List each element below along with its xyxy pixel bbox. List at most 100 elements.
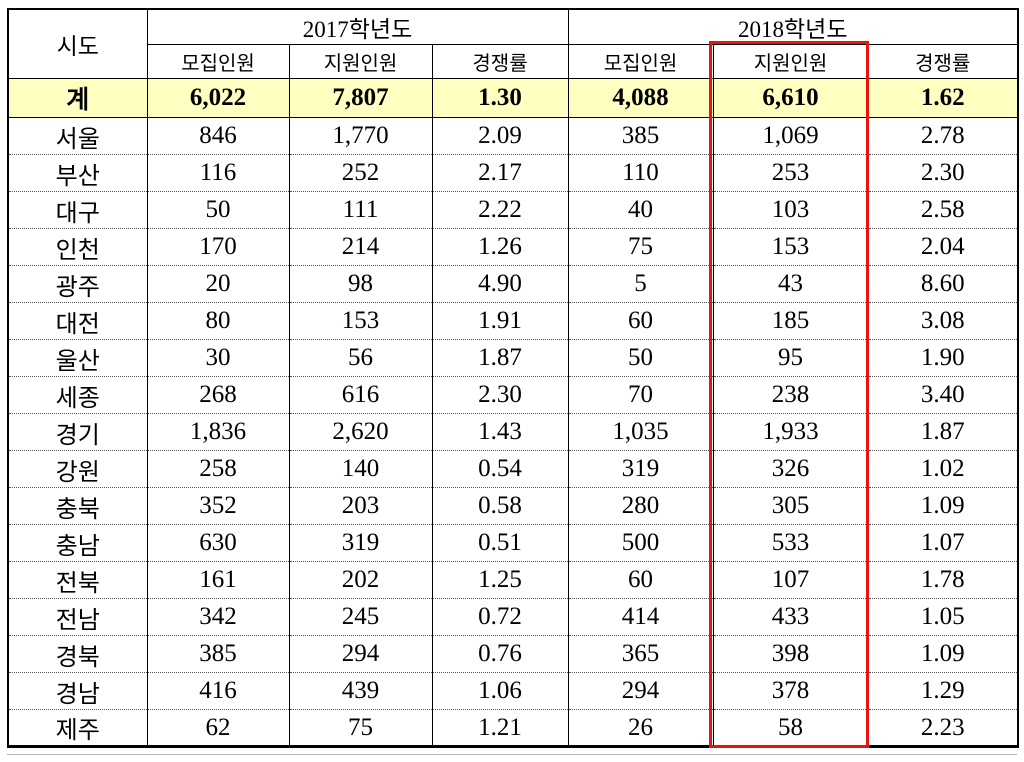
column-header-recruit-2018: 모집인원 [567, 44, 714, 79]
value-cell: 1,035 [567, 413, 714, 451]
value-cell: 352 [146, 487, 290, 525]
region-cell: 전북 [7, 561, 148, 599]
value-cell: 0.58 [431, 487, 569, 525]
total-row-label: 계 [7, 78, 148, 118]
region-cell: 대전 [7, 302, 148, 340]
value-cell: 846 [146, 117, 290, 155]
value-cell: 3.08 [867, 302, 1019, 340]
region-cell: 경남 [7, 672, 148, 710]
value-cell: 203 [288, 487, 433, 525]
value-cell: 26 [567, 709, 714, 747]
column-group-2017: 2017학년도 [146, 8, 569, 45]
value-cell: 1.21 [431, 709, 569, 747]
table-row: 충북 352 203 0.58 280 305 1.09 [7, 487, 1019, 525]
value-cell: 1.30 [431, 78, 569, 118]
value-cell: 294 [288, 635, 433, 673]
value-cell: 0.51 [431, 524, 569, 562]
region-cell: 충남 [7, 524, 148, 562]
region-cell: 제주 [7, 709, 148, 747]
table-row: 경북 385 294 0.76 365 398 1.09 [7, 635, 1019, 673]
value-cell: 116 [146, 154, 290, 192]
value-cell: 1.07 [867, 524, 1019, 562]
table-row: 부산 116 252 2.17 110 253 2.30 [7, 154, 1019, 192]
table-row: 충남 630 319 0.51 500 533 1.07 [7, 524, 1019, 562]
value-cell: 2.23 [867, 709, 1019, 747]
table-bottom-hairline [7, 754, 1017, 755]
value-cell: 4,088 [567, 78, 714, 118]
region-cell: 광주 [7, 265, 148, 303]
value-cell: 253 [712, 154, 869, 192]
table-body: 계 6,022 7,807 1.30 4,088 6,610 1.62 서울 846 1,770 2… [7, 78, 1019, 747]
table-row: 경남 416 439 1.06 294 378 1.29 [7, 672, 1019, 710]
value-cell: 252 [288, 154, 433, 192]
value-cell: 319 [288, 524, 433, 562]
value-cell: 1.25 [431, 561, 569, 599]
value-cell: 140 [288, 450, 433, 488]
column-header-recruit-2017: 모집인원 [146, 44, 290, 79]
value-cell: 2.30 [867, 154, 1019, 192]
region-cell: 인천 [7, 228, 148, 266]
column-header-rate-2018: 경쟁률 [867, 44, 1019, 79]
value-cell: 385 [146, 635, 290, 673]
value-cell: 110 [567, 154, 714, 192]
value-cell: 439 [288, 672, 433, 710]
value-cell: 7,807 [288, 78, 433, 118]
value-cell: 111 [288, 191, 433, 229]
value-cell: 365 [567, 635, 714, 673]
value-cell: 2.30 [431, 376, 569, 414]
value-cell: 616 [288, 376, 433, 414]
value-cell: 294 [567, 672, 714, 710]
column-header-applicants-2018: 지원인원 [712, 44, 869, 79]
value-cell: 2.22 [431, 191, 569, 229]
value-cell: 416 [146, 672, 290, 710]
value-cell: 80 [146, 302, 290, 340]
value-cell: 1.90 [867, 339, 1019, 377]
value-cell: 238 [712, 376, 869, 414]
value-cell: 43 [712, 265, 869, 303]
region-cell: 충북 [7, 487, 148, 525]
value-cell: 62 [146, 709, 290, 747]
value-cell: 170 [146, 228, 290, 266]
region-cell: 강원 [7, 450, 148, 488]
column-header-rate-2017: 경쟁률 [431, 44, 569, 79]
value-cell: 630 [146, 524, 290, 562]
table-row: 제주 62 75 1.21 26 58 2.23 [7, 709, 1019, 747]
value-cell: 56 [288, 339, 433, 377]
value-cell: 385 [567, 117, 714, 155]
value-cell: 50 [146, 191, 290, 229]
value-cell: 202 [288, 561, 433, 599]
table-row: 전북 161 202 1.25 60 107 1.78 [7, 561, 1019, 599]
admissions-table: 시도 2017학년도 2018학년도 모집인원 지원인원 경쟁률 모집인원 지원… [7, 8, 1019, 748]
value-cell: 1,933 [712, 413, 869, 451]
value-cell: 1.29 [867, 672, 1019, 710]
table-row: 경기 1,836 2,620 1.43 1,035 1,933 1.87 [7, 413, 1019, 451]
value-cell: 50 [567, 339, 714, 377]
value-cell: 1.02 [867, 450, 1019, 488]
column-group-2018: 2018학년도 [567, 8, 1019, 45]
region-cell: 울산 [7, 339, 148, 377]
value-cell: 1.87 [867, 413, 1019, 451]
value-cell: 2.78 [867, 117, 1019, 155]
value-cell: 161 [146, 561, 290, 599]
value-cell: 1,069 [712, 117, 869, 155]
value-cell: 2.58 [867, 191, 1019, 229]
value-cell: 185 [712, 302, 869, 340]
table-row: 전남 342 245 0.72 414 433 1.05 [7, 598, 1019, 636]
value-cell: 1.91 [431, 302, 569, 340]
value-cell: 326 [712, 450, 869, 488]
value-cell: 1.06 [431, 672, 569, 710]
value-cell: 98 [288, 265, 433, 303]
value-cell: 1.43 [431, 413, 569, 451]
region-cell: 대구 [7, 191, 148, 229]
value-cell: 2.04 [867, 228, 1019, 266]
value-cell: 30 [146, 339, 290, 377]
value-cell: 0.76 [431, 635, 569, 673]
table-row: 인천 170 214 1.26 75 153 2.04 [7, 228, 1019, 266]
value-cell: 107 [712, 561, 869, 599]
value-cell: 414 [567, 598, 714, 636]
table-row: 울산 30 56 1.87 50 95 1.90 [7, 339, 1019, 377]
value-cell: 60 [567, 561, 714, 599]
value-cell: 1.78 [867, 561, 1019, 599]
value-cell: 75 [288, 709, 433, 747]
column-header-region: 시도 [7, 8, 148, 79]
